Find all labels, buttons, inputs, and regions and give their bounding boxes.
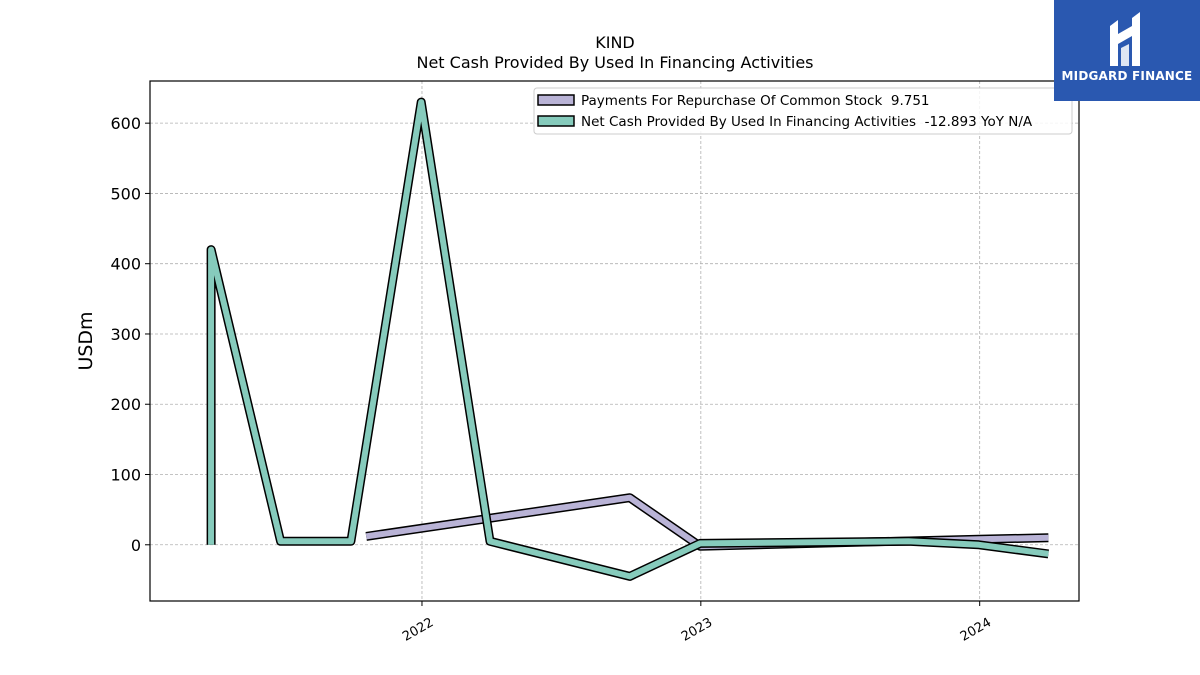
y-tick-label: 100 xyxy=(110,466,141,485)
grid-lines xyxy=(150,81,1079,601)
chart-title: KIND xyxy=(595,33,635,52)
y-ticks: 0 100 200 300 400 500 600 xyxy=(110,114,150,555)
plot-frame xyxy=(149,80,1080,602)
y-axis-label: USDm xyxy=(75,311,97,370)
chart-subtitle: Net Cash Provided By Used In Financing A… xyxy=(416,53,813,72)
y-tick-label: 200 xyxy=(110,395,141,414)
legend: Payments For Repurchase Of Common Stock … xyxy=(533,87,1073,135)
x-tick-label: 2022 xyxy=(400,615,436,645)
y-tick-label: 300 xyxy=(110,325,141,344)
legend-swatch-financing xyxy=(537,115,575,127)
legend-label-financing: Net Cash Provided By Used In Financing A… xyxy=(581,114,1033,130)
midgard-logo-icon xyxy=(1110,12,1140,66)
series-1-outline xyxy=(206,97,1049,581)
midgard-finance-logo: MIDGARD FINANCE xyxy=(1054,0,1200,101)
x-tick-label: 2023 xyxy=(679,615,715,645)
y-tick-label: 400 xyxy=(110,255,141,274)
series-layer xyxy=(206,97,1049,581)
y-tick-label: 500 xyxy=(110,184,141,203)
y-tick-label: 0 xyxy=(131,536,141,555)
legend-swatch-repurchase xyxy=(537,94,575,106)
x-tick-label: 2024 xyxy=(958,615,994,645)
x-ticks: 2022 2023 2024 xyxy=(400,601,994,645)
y-tick-label: 600 xyxy=(110,114,141,133)
logo-text: MIDGARD FINANCE xyxy=(1061,69,1193,83)
series-1-line xyxy=(208,99,1049,580)
legend-label-repurchase: Payments For Repurchase Of Common Stock … xyxy=(581,93,930,109)
legend-box xyxy=(533,87,1073,135)
